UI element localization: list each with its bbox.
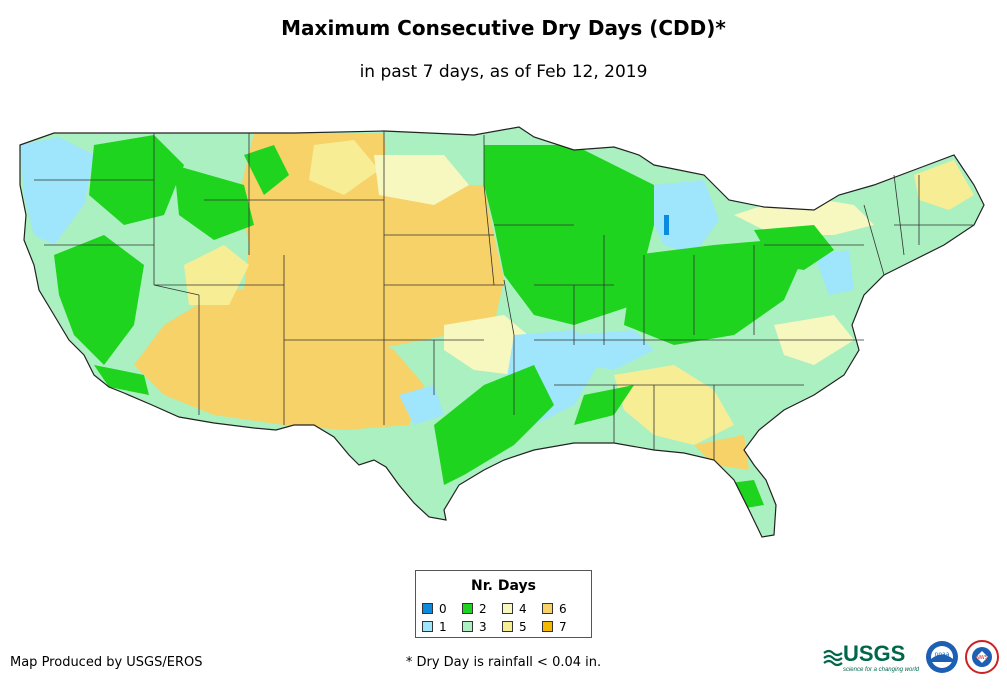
legend-swatch <box>462 603 473 614</box>
legend-item-4: 4 <box>502 601 542 616</box>
map-title: Maximum Consecutive Dry Days (CDD)* <box>281 16 726 40</box>
legend-item-3: 3 <box>462 619 502 634</box>
legend-swatch <box>462 621 473 632</box>
legend-item-7: 7 <box>542 619 582 634</box>
legend-label: 0 <box>439 601 447 616</box>
legend-label: 6 <box>559 601 567 616</box>
legend-item-2: 2 <box>462 601 502 616</box>
usgs-text: USGS <box>842 641 906 666</box>
legend: Nr. Days 0 2 4 6 1 3 5 7 <box>415 570 592 638</box>
map-subtitle: in past 7 days, as of Feb 12, 2019 <box>359 62 648 82</box>
nws-logo-icon: NWS <box>965 640 999 674</box>
legend-item-6: 6 <box>542 601 582 616</box>
legend-label: 7 <box>559 619 567 634</box>
legend-label: 2 <box>479 601 487 616</box>
legend-label: 4 <box>519 601 527 616</box>
legend-item-5: 5 <box>502 619 542 634</box>
footnote-text: * Dry Day is rainfall < 0.04 in. <box>405 655 602 670</box>
legend-swatch <box>502 621 513 632</box>
legend-grid: 0 2 4 6 1 3 5 7 <box>422 601 582 634</box>
credit-text: Map Produced by USGS/EROS <box>10 655 203 670</box>
legend-label: 5 <box>519 619 527 634</box>
legend-swatch <box>422 621 433 632</box>
legend-item-1: 1 <box>422 619 462 634</box>
noaa-logo-icon: noaa <box>926 641 958 673</box>
usgs-logo: USGS science for a changing world <box>823 641 919 673</box>
legend-swatch <box>542 621 553 632</box>
map-svg <box>19 126 985 538</box>
legend-swatch <box>422 603 433 614</box>
legend-item-0: 0 <box>422 601 462 616</box>
us-cdd-map <box>14 125 994 545</box>
legend-swatch <box>502 603 513 614</box>
legend-label: 3 <box>479 619 487 634</box>
legend-label: 1 <box>439 619 447 634</box>
usgs-wave-icon <box>823 649 843 667</box>
legend-swatch <box>542 603 553 614</box>
nws-text: NWS <box>976 655 988 661</box>
usgs-tagline: science for a changing world <box>842 667 919 673</box>
legend-title: Nr. Days <box>471 578 536 594</box>
logos: USGS science for a changing world noaa NW… <box>823 640 999 674</box>
noaa-text: noaa <box>935 651 950 658</box>
